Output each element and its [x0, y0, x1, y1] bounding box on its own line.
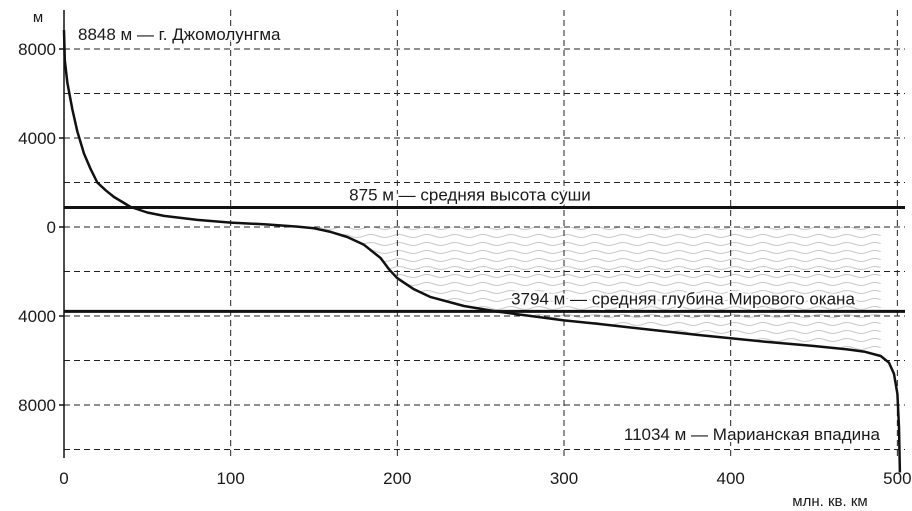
- y-tick-label: 4000: [18, 307, 56, 326]
- reference-lines-layer: [64, 206, 905, 313]
- reference-line-label: 875 м — средняя высота суши: [349, 186, 591, 205]
- y-tick-label: 0: [47, 218, 56, 237]
- x-tick-label: 300: [550, 469, 578, 488]
- annotation-label: 8848 м — г. Джомолунгма: [78, 25, 281, 44]
- axes-layer: [59, 10, 65, 458]
- x-axis-label: млн. кв. км: [792, 493, 867, 510]
- x-tick-label: 400: [716, 469, 744, 488]
- annotation-label: 11034 м — Марианская впадина: [624, 425, 881, 444]
- x-tick-label: 500: [883, 469, 911, 488]
- ocean-area: [314, 227, 881, 356]
- y-tick-label: 8000: [18, 396, 56, 415]
- y-tick-label: 4000: [18, 129, 56, 148]
- y-axis-label: м: [33, 9, 43, 26]
- labels-layer: 8000 4000 0 4000 8000 0 100 200 300 400 500 м млн. к…: [18, 9, 911, 510]
- reference-line-label: 3794 м — средняя глубина Мирового окана: [511, 289, 855, 308]
- hypsographic-curve: [62, 30, 902, 473]
- ocean-fill-layer: [314, 227, 881, 356]
- x-tick-label: 200: [383, 469, 411, 488]
- x-tick-label: 100: [216, 469, 244, 488]
- curve-layer: [62, 30, 902, 473]
- y-tick-label: 8000: [18, 40, 56, 59]
- x-tick-label: 0: [59, 469, 68, 488]
- grid-layer: [64, 10, 905, 458]
